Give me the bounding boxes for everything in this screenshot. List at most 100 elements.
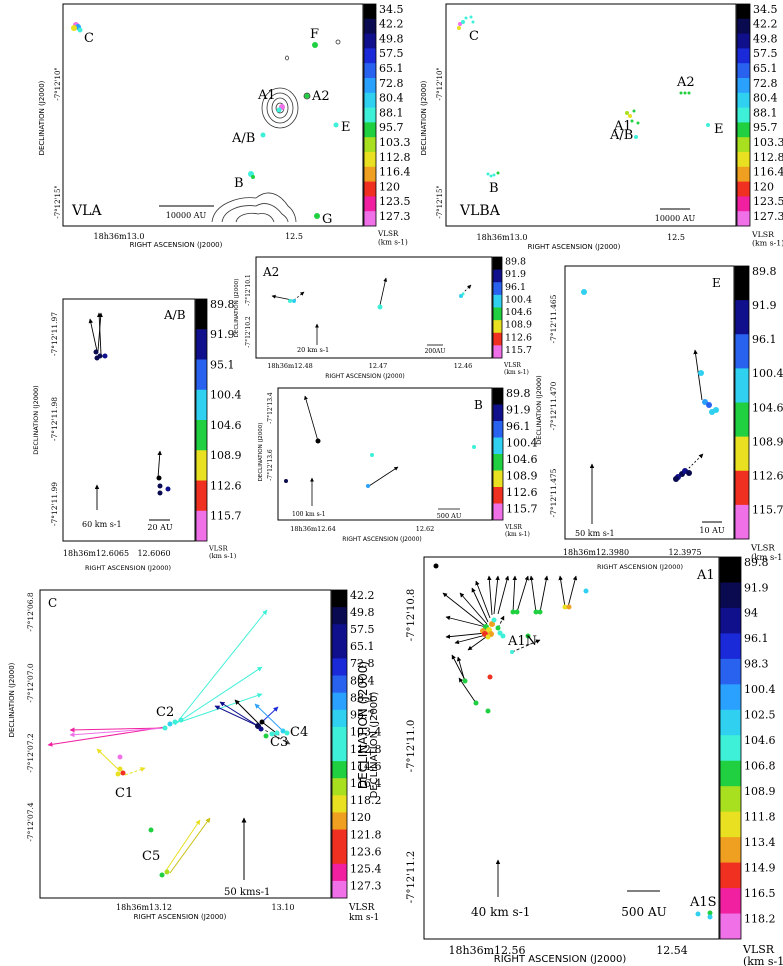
colorbar-tick-label: 91.9 (744, 581, 769, 594)
colorbar-swatch (737, 181, 750, 197)
colorbar-tick-label: 104.6 (744, 734, 776, 747)
colorbar: 89.8 91.9 96.1 100.4 104.6 108.9 112.6 115.7 VLS… (492, 387, 538, 538)
colorbar-tick-label: 100.4 (210, 389, 242, 402)
colorbar-tick-label: 57.5 (753, 47, 778, 60)
colorbar: 89.8 91.9 96.1 100.4 104.6 108.9 112.6 115.7 VLS… (734, 265, 783, 562)
colorbar-frame (363, 3, 377, 227)
colorbar-swatch (196, 299, 207, 330)
colorbar-tick-label: 102.5 (744, 709, 776, 722)
colorbar-swatch (720, 557, 741, 583)
colorbar-unit: (km s-1) (752, 239, 783, 248)
colorbar-swatch (493, 307, 502, 321)
colorbar-swatch (720, 913, 741, 940)
scale-bar-label: 10000 AU (655, 214, 696, 223)
colorbar-tick-label: 103.4 (350, 726, 382, 739)
panel-vla: VLA RIGHT ASCENSION (J2000) DECLINATION … (38, 3, 411, 249)
colorbar-tick-label: 118.2 (350, 794, 382, 807)
y-axis-label-right: DECLINATION (J2000) (356, 661, 370, 789)
colorbar-swatch (735, 368, 749, 403)
y-tick-label: -7°12'11.470 (549, 381, 558, 430)
colorbar-tick-label: 89.8 (210, 298, 235, 311)
colorbar-tick-label: 80.4 (350, 674, 375, 687)
x-axis-label: RIGHT ASCENSION (J2000) (528, 243, 621, 251)
source-label: A1S (689, 895, 717, 910)
colorbar-frame (195, 298, 208, 542)
y-tick-label: -7°12'11.465 (549, 294, 558, 343)
panel-label: E (712, 276, 721, 290)
vector-scale-label: 50 km s-1 (575, 529, 615, 538)
source-label: A2 (676, 75, 695, 90)
x-tick-label: 12.47 (369, 362, 388, 370)
colorbar-swatch (332, 658, 347, 676)
colorbar-swatch (332, 863, 347, 882)
colorbar-swatch (332, 778, 347, 796)
colorbar-tick-label: 112.8 (753, 151, 783, 164)
colorbar-tick-label: 104.6 (505, 307, 532, 318)
colorbar-tick-label: 91.9 (505, 269, 526, 280)
colorbar-swatch (332, 692, 347, 711)
colorbar-tick-label: 114.9 (744, 861, 776, 874)
colorbar-swatch (332, 624, 347, 642)
panel-label: A/B (163, 308, 186, 322)
colorbar-tick-label: 96.1 (505, 282, 526, 293)
colorbar-tick-label: 96.1 (744, 632, 769, 645)
x-tick-label: 18h36m13.0 (94, 232, 145, 241)
colorbar-tick-label: 120 (379, 180, 400, 193)
velocity-vectors (442, 575, 578, 897)
colorbar-swatch (493, 345, 502, 359)
panel-label: C (48, 596, 57, 610)
colorbar-swatch (735, 470, 749, 506)
colorbar-swatch (735, 334, 749, 369)
vector-scale-label: 100 km s-1 (292, 511, 326, 518)
scale-bar-label: 20 AU (147, 523, 173, 532)
x-tick-label: 12.54 (656, 944, 688, 957)
colorbar-tick-label: 108.9 (505, 320, 532, 331)
colorbar-tick-label: 88.1 (350, 691, 375, 704)
x-tick-label: 18h36m12.3980 (563, 548, 629, 557)
colorbar-swatch (720, 735, 741, 762)
scale-bar-label: 10 AU (699, 526, 725, 535)
colorbar-tick-label: 123.5 (379, 195, 411, 208)
x-tick-label: 12.6060 (137, 549, 170, 558)
colorbar-swatch (493, 257, 502, 271)
panel-vlba: VLBA RIGHT ASCENSION (J2000) DECLINATION… (420, 3, 783, 251)
colorbar-tick-label: 91.9 (752, 299, 777, 312)
colorbar-swatch (737, 78, 750, 94)
plot-frame (445, 3, 737, 227)
plot-frame (62, 3, 364, 227)
colorbar-tick-label: 106.8 (744, 760, 776, 773)
colorbar-swatch (493, 421, 503, 438)
source-label: C (84, 31, 94, 46)
y-axis-label: DECLINATION (J2000) (258, 423, 264, 482)
colorbar-tick-label: 65.1 (350, 640, 375, 653)
colorbar-tick-label: 115.7 (506, 502, 538, 515)
maser-points (581, 289, 719, 482)
colorbar-tick-label: 112.6 (210, 479, 242, 492)
colorbar-swatch (364, 92, 376, 108)
colorbar-swatch (332, 880, 347, 899)
y-tick-label: -7°12'11.475 (549, 468, 558, 517)
colorbar-frame (492, 387, 504, 521)
colorbar-swatch (332, 812, 347, 830)
colorbar-frame (719, 556, 742, 940)
colorbar-frame (734, 265, 750, 540)
colorbar-swatch (332, 744, 347, 762)
colorbar-swatch (493, 470, 503, 488)
colorbar-tick-label: 125.4 (350, 863, 382, 876)
colorbar-title: VLSR (348, 903, 375, 913)
plot-frame (255, 256, 493, 359)
colorbar-swatch (493, 404, 503, 422)
colorbar-tick-label: 112.8 (379, 151, 411, 164)
colorbar-tick-label: 116.4 (379, 166, 411, 179)
colorbar-tick-label: 115.7 (210, 510, 242, 523)
source-label: B (234, 176, 244, 191)
colorbar-swatch (720, 633, 741, 660)
x-tick-label: 18h36m13.12 (116, 903, 172, 912)
panel-label: VLBA (459, 203, 501, 219)
y-tick-label: -7°12'10" (436, 67, 444, 100)
y-tick-label: -7°12'10.1 (245, 274, 252, 306)
colorbar-tick-label: 116.4 (753, 166, 783, 179)
vector-scale-label: 60 km s-1 (82, 520, 122, 529)
colorbar-title: VLSR (504, 524, 522, 531)
panel-a1: A1 RIGHT ASCENSION (J2000) DECLINATION (… (369, 556, 783, 966)
